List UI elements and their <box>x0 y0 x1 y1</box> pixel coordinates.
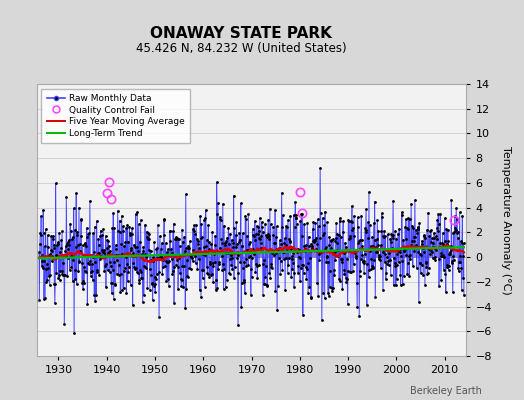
Legend: Raw Monthly Data, Quality Control Fail, Five Year Moving Average, Long-Term Tren: Raw Monthly Data, Quality Control Fail, … <box>41 88 190 144</box>
Y-axis label: Temperature Anomaly (°C): Temperature Anomaly (°C) <box>501 146 511 294</box>
Text: 45.426 N, 84.232 W (United States): 45.426 N, 84.232 W (United States) <box>136 42 346 55</box>
Text: Berkeley Earth: Berkeley Earth <box>410 386 482 396</box>
Text: ONAWAY STATE PARK: ONAWAY STATE PARK <box>150 26 332 41</box>
